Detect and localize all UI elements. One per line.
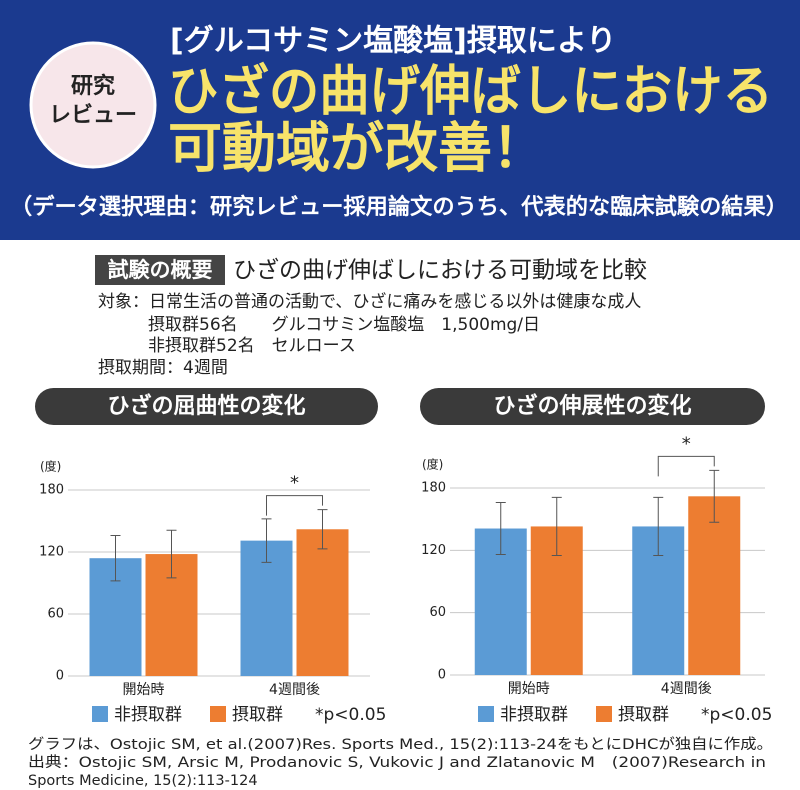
error-bar [495,502,506,555]
y-tick-label: 0 [438,668,446,683]
footnote: Sports Medicine, 15(2):113-124 [28,773,258,789]
y-tick-label: 180 [39,483,64,498]
x-tick-label: 開始時 [123,682,165,698]
x-tick-label: 開始時 [508,681,550,697]
legend-note: *p<0.05 [701,705,772,725]
overview-label-box [95,255,225,285]
y-tick-label: 60 [47,607,64,622]
y-tick-label: 0 [56,669,64,684]
title-line: [グルコサミン塩酸塩]摂取により [170,24,616,59]
legend-label: 摂取群 [618,705,669,725]
error-bar [166,529,177,579]
overview-line: 摂取群56名 グルコサミン塩酸塩 1,500mg/日 [148,315,540,335]
error-bar [709,469,720,523]
overview-label: 試験の概要 [108,258,213,282]
significance-bracket [657,455,715,477]
overview-heading: ひざの曲げ伸ばしにおける可動域を比較 [233,257,647,284]
error-bar [110,534,121,582]
legend-label: 非摂取群 [114,705,182,725]
chart-title-pill [35,388,378,425]
error-bar [551,496,562,557]
header-note: （データ選択理由：研究レビュー採用論文のうち、代表的な臨床試験の結果） [10,194,788,220]
significance-mark: * [290,473,299,494]
footnote: グラフは、Ostojic SM, et al.(2007)Res. Sports… [28,736,773,753]
legend-swatch [596,706,612,722]
badge-text: 研究 [71,73,115,99]
x-tick-label: 4週間後 [269,682,320,698]
title-line: 可動域が改善！ [168,117,546,180]
y-tick-label: 120 [39,545,64,560]
title-line: ひざの曲げ伸ばしにおける [168,60,773,123]
x-tick-label: 4週間後 [661,681,712,697]
legend-swatch [210,706,226,722]
badge [29,41,157,169]
y-tick-label: 120 [421,543,446,558]
y-axis-label: (度) [422,457,443,472]
bar [240,540,293,676]
significance-mark: * [682,433,691,454]
chart-title-pill [420,388,765,425]
badge-text: レビュー [49,103,137,128]
y-axis-label: (度) [40,459,61,474]
error-bar [653,496,664,557]
error-bar [261,518,272,563]
legend-swatch [92,706,108,722]
significance-bracket [266,495,323,516]
chart-title: ひざの屈曲性の変化 [107,393,305,419]
legend-label: 非摂取群 [500,705,568,725]
legend-swatch [478,706,494,722]
legend-label: 摂取群 [232,705,283,725]
bar [688,496,741,675]
footnote: 出典：Ostojic SM, Arsic M, Prodanovic S, Vu… [28,754,766,771]
error-bar [317,509,328,550]
overview-line: 非摂取群52名 セルロース [148,336,356,356]
overview-line: 摂取期間：4週間 [98,358,228,378]
y-tick-label: 180 [421,481,446,496]
legend-note: *p<0.05 [315,705,386,725]
bar [296,529,349,676]
overview-line: 対象：日常生活の普通の活動で、ひざに痛みを感じる以外は健康な成人 [98,291,641,312]
chart-title: ひざの伸展性の変化 [493,393,691,419]
y-tick-label: 60 [429,605,446,620]
